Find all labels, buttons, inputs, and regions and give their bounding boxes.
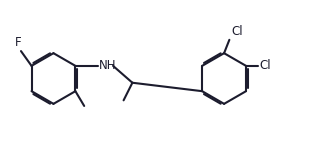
Text: Cl: Cl [231, 25, 243, 38]
Text: Cl: Cl [259, 59, 271, 72]
Text: NH: NH [99, 59, 116, 72]
Text: F: F [15, 36, 22, 49]
